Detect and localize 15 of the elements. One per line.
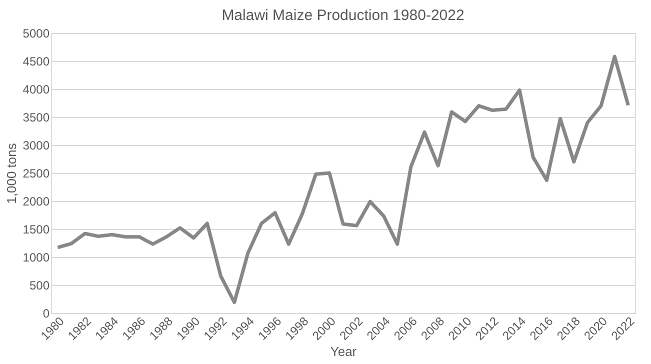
y-tick-label: 500	[29, 278, 50, 292]
y-tick-label: 2000	[22, 194, 50, 208]
y-tick-label: 3000	[22, 138, 50, 152]
line-series	[56, 54, 630, 304]
y-tick-label: 3500	[22, 110, 50, 124]
y-tick-label: 1500	[22, 222, 50, 236]
y-tick-label: 4500	[22, 54, 50, 68]
x-axis-title: Year	[330, 344, 358, 360]
y-tick-label: 0	[42, 306, 50, 320]
y-tick-label: 2500	[22, 166, 50, 180]
y-tick-label: 1000	[22, 250, 50, 264]
y-tick-label: 4000	[22, 82, 50, 96]
y-axis-title: 1,000 tons	[4, 142, 19, 204]
chart-title: Malawi Maize Production 1980-2022	[222, 7, 464, 24]
y-tick-label: 5000	[22, 26, 50, 40]
